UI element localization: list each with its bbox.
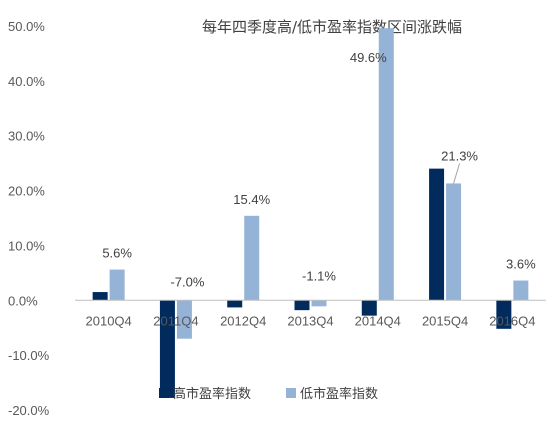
x-axis-ticks: 2010Q4 2011Q4 2012Q4 2013Q4 2014Q4 2015Q4 2016…: [86, 313, 536, 328]
bar-high-pe-2010Q4: [92, 292, 108, 301]
data-label-low-pe-2010Q4: 5.6%: [102, 246, 132, 261]
x-tick-label: 2015Q4: [422, 313, 468, 328]
bar-low-pe-2010Q4: [109, 269, 125, 301]
bar-low-pe-2015Q4: [446, 183, 462, 301]
data-label-low-pe-2012Q4: 15.4%: [233, 192, 270, 207]
y-tick-label: 10.0%: [8, 238, 45, 253]
legend: 高市盈率指数 低市盈率指数: [159, 386, 378, 402]
x-tick-label: 2012Q4: [220, 313, 266, 328]
data-label-low-pe-2016Q4: 3.6%: [506, 257, 536, 272]
data-label-low-pe-2015Q4: 21.3%: [441, 148, 478, 163]
legend-swatch-low-pe: [286, 388, 296, 398]
bar-high-pe-2011Q4: [159, 300, 175, 398]
y-tick-label: 30.0%: [8, 129, 45, 144]
y-axis-ticks: 50.0% 40.0% 30.0% 20.0% 10.0% 0.0% -10.0% -20.0…: [8, 19, 50, 418]
bar-high-pe-2016Q4: [496, 300, 512, 329]
leader-line: [453, 163, 461, 184]
y-tick-label: 20.0%: [8, 184, 45, 199]
x-tick-label: 2014Q4: [355, 313, 401, 328]
legend-label-low-pe: 低市盈率指数: [300, 386, 378, 402]
bars: [92, 28, 529, 398]
bar-high-pe-2013Q4: [294, 300, 310, 311]
bar-high-pe-2015Q4: [429, 168, 445, 301]
bar-low-pe-2013Q4: [311, 300, 327, 307]
x-tick-label: 2011Q4: [153, 313, 198, 328]
data-label-low-pe-2013Q4: -1.1%: [302, 268, 336, 283]
x-tick-label: 2016Q4: [489, 313, 535, 328]
y-tick-label: 0.0%: [8, 293, 38, 308]
bar-low-pe-2011Q4: [176, 300, 192, 339]
bar-high-pe-2012Q4: [227, 300, 243, 308]
legend-swatch-high-pe: [159, 388, 169, 398]
y-tick-label: -10.0%: [8, 348, 50, 363]
legend-label-high-pe: 高市盈率指数: [173, 386, 251, 402]
data-label-low-pe-2011Q4: -7.0%: [170, 274, 204, 289]
y-tick-label: -20.0%: [8, 403, 50, 418]
x-tick-label: 2013Q4: [287, 313, 333, 328]
x-tick-label: 2010Q4: [86, 313, 132, 328]
data-labels: 5.6% -7.0% 15.4% -1.1% 49.6% 21.3% 3.6%: [102, 50, 536, 289]
bar-low-pe-2012Q4: [244, 215, 260, 301]
y-tick-label: 40.0%: [8, 74, 45, 89]
bar-high-pe-2014Q4: [361, 300, 377, 316]
bar-low-pe-2016Q4: [513, 280, 529, 301]
chart-title: 每年四季度高/低市盈率指数区间涨跌幅: [202, 18, 462, 36]
bar-low-pe-2014Q4: [378, 28, 394, 301]
data-label-low-pe-2014Q4: 49.6%: [350, 50, 387, 65]
y-tick-label: 50.0%: [8, 19, 45, 34]
